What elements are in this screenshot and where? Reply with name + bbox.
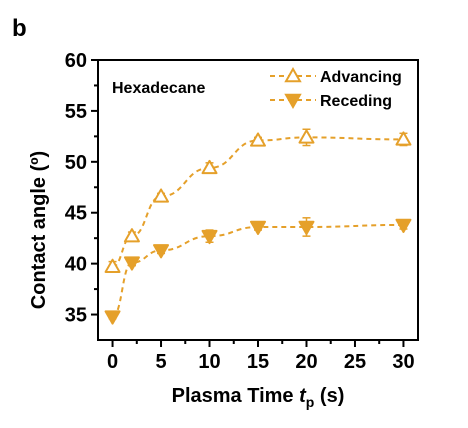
receding-point	[104, 310, 121, 325]
legend: Advancing Receding	[270, 66, 402, 110]
receding-point	[298, 220, 315, 235]
legend-advancing-label: Advancing	[320, 69, 402, 86]
advancing-point	[104, 258, 121, 273]
legend-advancing-marker	[284, 66, 302, 83]
x-axis-ticks: 0 5 10 15 20 25 30	[107, 340, 415, 373]
advancing-point	[298, 129, 315, 144]
y-axis-ticks: 35 40 45 50 55 60	[65, 50, 98, 327]
receding-line	[112, 223, 404, 318]
y-tick-label: 40	[65, 254, 87, 276]
y-tick-label: 45	[65, 203, 87, 225]
hexadecane-annotation: Hexadecane	[112, 80, 205, 97]
advancing-point	[201, 159, 218, 175]
x-tick-label: 5	[155, 351, 166, 373]
advancing-point	[123, 228, 140, 243]
x-tick-label: 20	[295, 351, 317, 373]
series-markers	[104, 128, 412, 325]
y-tick-label: 60	[65, 50, 87, 72]
y-axis-title: Contact angle (º)	[28, 151, 50, 309]
receding-point	[395, 218, 412, 233]
x-tick-label: 0	[107, 351, 118, 373]
receding-point	[153, 244, 170, 259]
panel-label: b	[12, 15, 27, 42]
receding-point	[123, 256, 140, 271]
x-tick-label: 30	[392, 351, 414, 373]
legend-receding-marker	[284, 93, 302, 110]
x-axis-title: Plasma Time tp (s)	[172, 385, 345, 410]
advancing-point	[153, 188, 170, 203]
advancing-point	[250, 132, 266, 147]
x-tick-label: 15	[247, 351, 269, 373]
receding-point	[201, 229, 218, 245]
y-tick-label: 50	[65, 152, 87, 174]
y-tick-label: 35	[65, 305, 87, 327]
advancing-point	[395, 131, 412, 146]
y-tick-label: 55	[65, 101, 87, 123]
x-tick-label: 25	[344, 351, 366, 373]
x-tick-label: 10	[198, 351, 220, 373]
legend-receding-label: Receding	[320, 93, 392, 110]
receding-point	[250, 220, 266, 235]
